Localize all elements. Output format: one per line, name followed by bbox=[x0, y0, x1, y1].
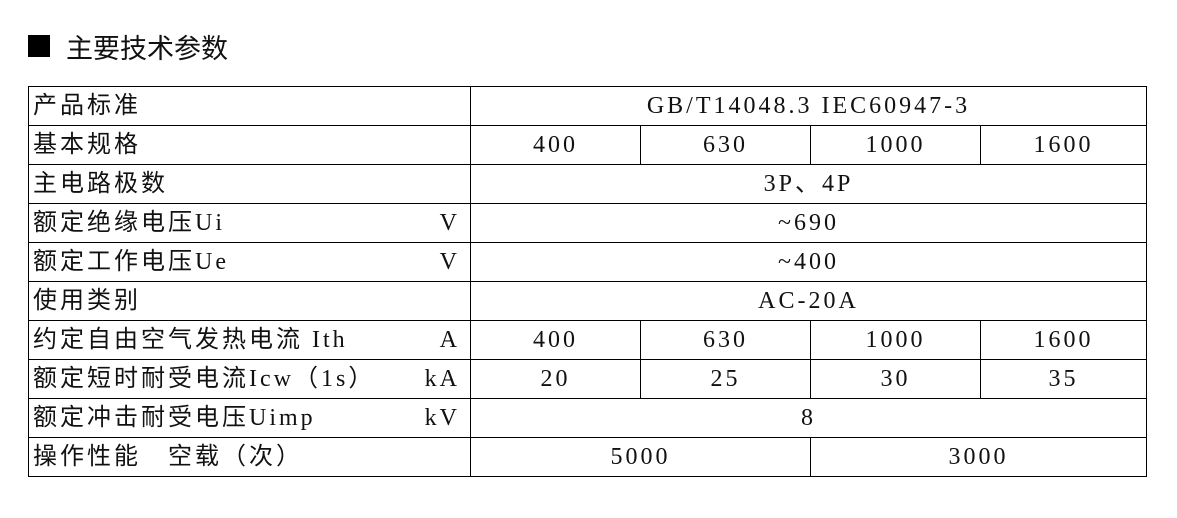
label-text: 产品标准 bbox=[33, 93, 141, 119]
label-text: 主电路极数 bbox=[33, 171, 168, 197]
value-cell: 35 bbox=[979, 359, 1148, 399]
value-cell: 630 bbox=[640, 125, 811, 165]
value-cell: 8 bbox=[469, 398, 1148, 438]
row-label: V 额定绝缘电压Ui bbox=[28, 203, 471, 243]
table-row: V 额定绝缘电压Ui ~690 bbox=[28, 203, 1148, 243]
value-cell: 30 bbox=[810, 359, 981, 399]
value-cell: 5000 bbox=[470, 437, 811, 477]
section-title: 主要技术参数 bbox=[28, 26, 228, 66]
table-row: 操作性能 空载（次） 5000 3000 bbox=[28, 437, 1148, 477]
value-cell: 20 bbox=[470, 359, 641, 399]
table-row: 产品标准 GB/T14048.3 IEC60947-3 bbox=[28, 86, 1148, 126]
label-text: 额定冲击耐受电压Uimp bbox=[33, 405, 316, 431]
square-bullet-icon bbox=[28, 35, 50, 57]
label-text: 操作性能 空载（次） bbox=[33, 444, 303, 470]
value-cell: ~690 bbox=[469, 203, 1148, 243]
spec-table: 产品标准 GB/T14048.3 IEC60947-3 基本规格 400 630 1000… bbox=[28, 86, 1148, 477]
value-cell: 1000 bbox=[810, 125, 981, 165]
unit-text: kA bbox=[424, 366, 460, 392]
row-label: kA 额定短时耐受电流Icw（1s） bbox=[28, 359, 471, 399]
unit-text: kV bbox=[424, 405, 460, 431]
row-label: A 约定自由空气发热电流 Ith bbox=[28, 320, 471, 360]
label-text: 额定短时耐受电流Icw（1s） bbox=[33, 366, 376, 392]
unit-text: V bbox=[439, 210, 460, 236]
value-cell: 630 bbox=[640, 320, 811, 360]
row-label: V 额定工作电压Ue bbox=[28, 242, 471, 282]
table-row: 使用类别 AC-20A bbox=[28, 281, 1148, 321]
label-text: 使用类别 bbox=[33, 288, 141, 314]
row-label: 使用类别 bbox=[28, 281, 471, 321]
value-cell: 400 bbox=[470, 320, 641, 360]
table-row: 主电路极数 3P、4P bbox=[28, 164, 1148, 204]
row-label: 主电路极数 bbox=[28, 164, 471, 204]
label-text: 额定绝缘电压Ui bbox=[33, 210, 225, 236]
value-cell: AC-20A bbox=[469, 281, 1148, 321]
value-cell: 1600 bbox=[979, 320, 1148, 360]
unit-text: V bbox=[439, 249, 460, 275]
value-cell: 25 bbox=[640, 359, 811, 399]
value-cell: 3P、4P bbox=[469, 164, 1148, 204]
row-label: kV 额定冲击耐受电压Uimp bbox=[28, 398, 471, 438]
row-label: 基本规格 bbox=[28, 125, 471, 165]
unit-text: A bbox=[439, 327, 460, 353]
value-cell: 400 bbox=[470, 125, 641, 165]
row-label: 操作性能 空载（次） bbox=[28, 437, 471, 477]
value-cell: ~400 bbox=[469, 242, 1148, 282]
value-cell: GB/T14048.3 IEC60947-3 bbox=[469, 86, 1148, 126]
row-label: 产品标准 bbox=[28, 86, 471, 126]
label-text: 额定工作电压Ue bbox=[33, 249, 229, 275]
table-row: A 约定自由空气发热电流 Ith 400 630 1000 1600 bbox=[28, 320, 1148, 360]
value-cell: 3000 bbox=[809, 437, 1148, 477]
label-text: 基本规格 bbox=[33, 132, 141, 158]
label-text: 约定自由空气发热电流 Ith bbox=[33, 327, 348, 353]
table-row: 基本规格 400 630 1000 1600 bbox=[28, 125, 1148, 165]
value-cell: 1000 bbox=[810, 320, 981, 360]
table-row: kA 额定短时耐受电流Icw（1s） 20 25 30 35 bbox=[28, 359, 1148, 399]
table-row: kV 额定冲击耐受电压Uimp 8 bbox=[28, 398, 1148, 438]
table-row: V 额定工作电压Ue ~400 bbox=[28, 242, 1148, 282]
section-title-text: 主要技术参数 bbox=[66, 33, 228, 65]
value-cell: 1600 bbox=[979, 125, 1148, 165]
